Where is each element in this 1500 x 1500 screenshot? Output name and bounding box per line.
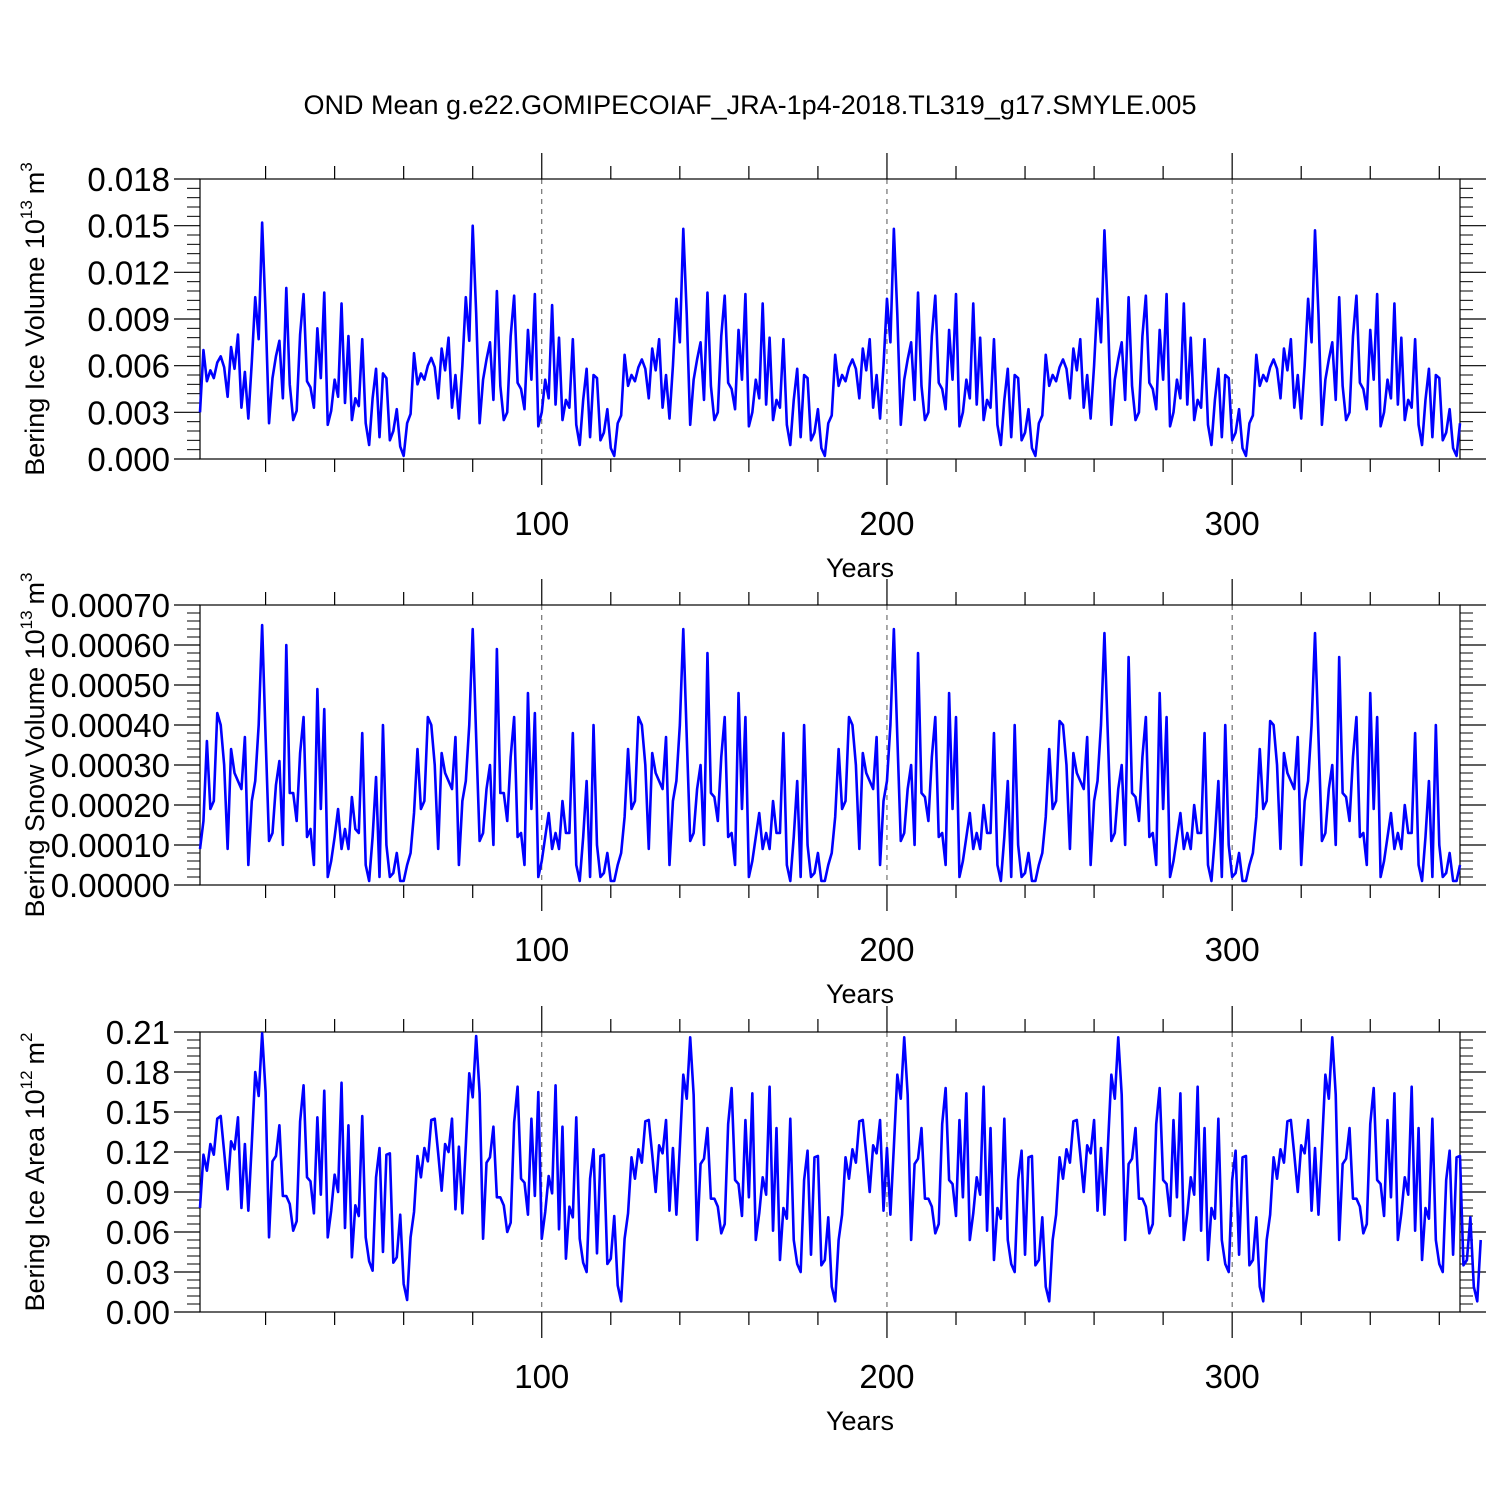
- x-tick-label: 200: [859, 931, 914, 968]
- y-axis-label-exponent: 13: [17, 200, 36, 219]
- y-tick-label: 0.018: [87, 161, 170, 198]
- x-tick-label: 300: [1205, 505, 1260, 542]
- y-tick-label: 0.09: [106, 1174, 170, 1211]
- y-axis-label: Bering Ice Area 1012 m2: [17, 1032, 50, 1311]
- y-tick-label: 0.00070: [51, 587, 170, 624]
- y-tick-label: 0.00050: [51, 667, 170, 704]
- panel-ice-area: 0.000.030.060.090.120.150.180.21 100 200 30…: [17, 1006, 1486, 1436]
- x-tick-label: 100: [514, 1358, 569, 1395]
- y-tick-label: 0.18: [106, 1054, 170, 1091]
- chart-title: OND Mean g.e22.GOMIPECOIAF_JRA-1p4-2018.…: [304, 90, 1197, 120]
- x-tick-label: 200: [859, 1358, 914, 1395]
- y-tick-label: 0.21: [106, 1014, 170, 1051]
- y-tick-label: 0.12: [106, 1134, 170, 1171]
- y-tick-label: 0.009: [87, 301, 170, 338]
- panel-ice-volume: 0.000 0.003 0.006 0.009 0.012 0.015 0.018 100 20…: [17, 153, 1486, 583]
- y-tick-label: 0.000: [87, 441, 170, 478]
- y-tick-label: 0.00030: [51, 747, 170, 784]
- y-tick-label: 0.015: [87, 208, 170, 245]
- series-line-ice-area: [198, 1032, 1483, 1303]
- plot-frame: [199, 604, 1461, 886]
- panel-snow-volume: 0.000000.000100.000200.000300.000400.000…: [17, 572, 1486, 1009]
- y-axis-label: Bering Ice Volume 1013 m3: [17, 162, 50, 476]
- y-tick-label: 0.00040: [51, 707, 170, 744]
- y-tick-label: 0.06: [106, 1214, 170, 1251]
- y-tick-label: 0.00060: [51, 627, 170, 664]
- y-axis-label: Bering Snow Volume 1013 m3: [17, 572, 50, 917]
- x-tick-label: 200: [859, 505, 914, 542]
- series-line-ice-volume: [198, 221, 1462, 458]
- x-tick-label: 300: [1205, 931, 1260, 968]
- y-axis-label-exponent: 13: [17, 610, 36, 629]
- y-tick-label: 0.012: [87, 254, 170, 291]
- y-axis-label-unit: m: [20, 582, 50, 605]
- y-axis-label-unit: m: [20, 172, 50, 195]
- y-axis-label-unit-exponent: 3: [17, 572, 36, 581]
- y-axis-label-exponent: 12: [17, 1070, 36, 1089]
- x-axis-label: Years: [826, 1406, 894, 1436]
- x-axis-label: Years: [826, 553, 894, 583]
- y-tick-label: 0.00: [106, 1294, 170, 1331]
- y-axis-label-unit-exponent: 3: [17, 162, 36, 171]
- y-tick-label: 0.15: [106, 1094, 170, 1131]
- y-tick-label: 0.00010: [51, 827, 170, 864]
- y-axis-label-unit: m: [20, 1042, 50, 1065]
- x-axis-label: Years: [826, 979, 894, 1009]
- y-tick-label: 0.00020: [51, 787, 170, 824]
- x-tick-label: 100: [514, 931, 569, 968]
- y-tick-label: 0.006: [87, 348, 170, 385]
- y-axis-label-main: Bering Ice Area 10: [20, 1089, 50, 1311]
- y-tick-label: 0.003: [87, 394, 170, 431]
- y-tick-label: 0.03: [106, 1254, 170, 1291]
- y-tick-label: 0.00000: [51, 867, 170, 904]
- y-axis-label-main: Bering Snow Volume 10: [20, 629, 50, 917]
- x-tick-label: 300: [1205, 1358, 1260, 1395]
- y-axis-label-unit-exponent: 2: [17, 1032, 36, 1041]
- x-tick-label: 100: [514, 505, 569, 542]
- y-axis-label-main: Bering Ice Volume 10: [20, 219, 50, 476]
- series-line-snow-volume: [198, 623, 1462, 883]
